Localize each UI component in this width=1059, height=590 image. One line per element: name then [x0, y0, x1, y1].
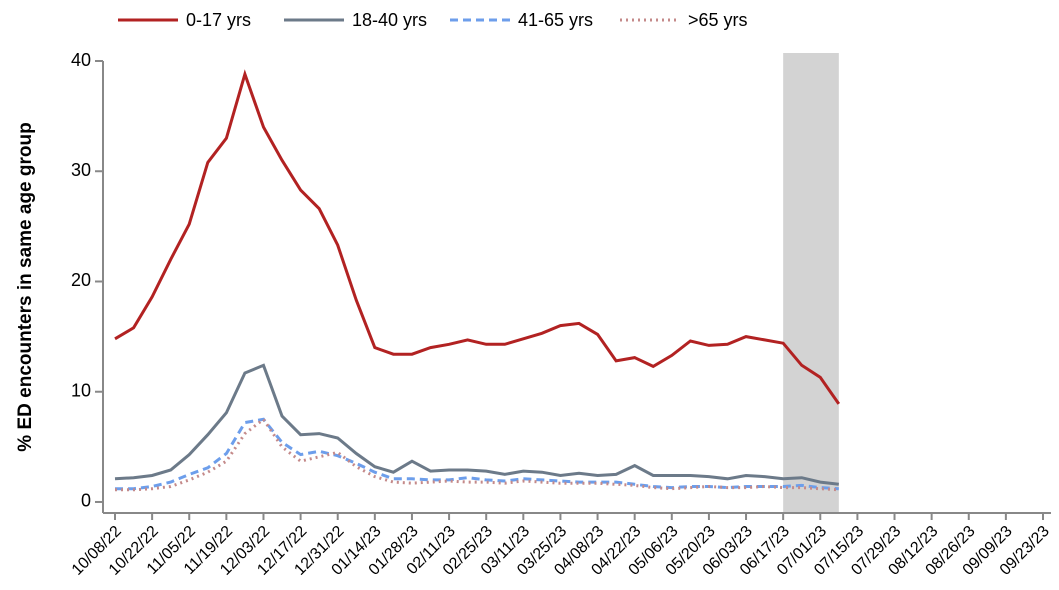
y-tick-label: 10	[71, 380, 91, 400]
series-line	[115, 417, 839, 492]
y-tick-label: 30	[71, 160, 91, 180]
legend-label: >65 yrs	[688, 10, 748, 30]
y-tick-label: 0	[81, 491, 91, 511]
y-tick-label: 20	[71, 270, 91, 290]
series-line	[114, 69, 841, 405]
y-tick-label: 40	[71, 50, 91, 70]
legend-label: 41-65 yrs	[518, 10, 593, 30]
shaded-region	[783, 53, 839, 513]
series-line	[115, 417, 839, 491]
y-axis-label: % ED encounters in same age group	[15, 122, 36, 451]
series-line	[114, 363, 839, 486]
legend-label: 0-17 yrs	[186, 10, 251, 30]
legend-label: 18-40 yrs	[352, 10, 427, 30]
